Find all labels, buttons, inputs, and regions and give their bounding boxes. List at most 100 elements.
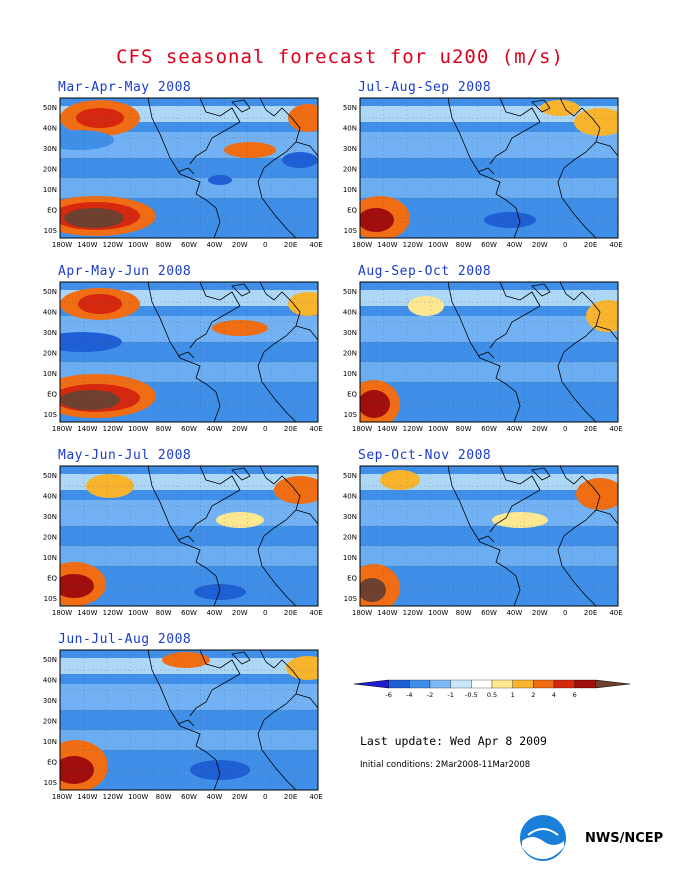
lon-label: 120W	[103, 241, 123, 249]
lat-label: 30N	[343, 145, 357, 153]
lon-label: 20W	[532, 609, 548, 617]
lon-label: 100W	[128, 425, 148, 433]
lat-label: 20N	[343, 166, 357, 174]
lon-label: 0	[563, 425, 567, 433]
lon-label: 100W	[428, 241, 448, 249]
lat-label: 40N	[43, 125, 57, 133]
lon-label: 80W	[456, 609, 472, 617]
lat-label: EQ	[47, 207, 57, 215]
lon-label: 180W	[52, 425, 72, 433]
lat-label: 10S	[344, 595, 358, 603]
lon-label: 40W	[506, 425, 522, 433]
lat-label: 30N	[43, 145, 57, 153]
lat-label: 40N	[343, 493, 357, 501]
forecast-map: 50N 40N 30N 20N 10N EQ 10S 180W 140W 120W 100W 80W 6…	[43, 281, 323, 433]
lat-label: 20N	[43, 350, 57, 358]
lat-label: 10N	[343, 370, 357, 378]
lat-label: 20N	[343, 534, 357, 542]
colorbar-label: -0.5	[465, 691, 478, 699]
lon-label: 40W	[206, 241, 222, 249]
lat-label: 20N	[43, 166, 57, 174]
lon-label: 60W	[481, 241, 497, 249]
lon-label: 180W	[52, 241, 72, 249]
forecast-panel: Aug-Sep-Oct 2008 50N 40N 30N 20N 10N EQ 10S 180…	[343, 264, 638, 434]
lon-label: 60W	[181, 793, 197, 801]
lat-label: 40N	[343, 125, 357, 133]
lon-label: 120W	[103, 609, 123, 617]
lon-label: 80W	[456, 241, 472, 249]
lon-label: 40E	[309, 425, 322, 433]
lon-label: 20E	[284, 425, 297, 433]
lon-label: 0	[263, 425, 267, 433]
lat-label: 50N	[343, 288, 357, 296]
colorbar-label: 6	[573, 691, 577, 699]
lon-label: 20W	[532, 241, 548, 249]
lon-label: 60W	[481, 425, 497, 433]
panel-title: May-Jun-Jul 2008	[58, 448, 192, 463]
lon-label: 20W	[232, 425, 248, 433]
lon-label: 80W	[156, 241, 172, 249]
page-title: CFS seasonal forecast for u200 (m/s)	[116, 46, 564, 68]
lon-label: 0	[263, 793, 267, 801]
colorbar-label: 2	[531, 691, 535, 699]
lat-label: 10N	[343, 554, 357, 562]
lat-label: EQ	[347, 575, 357, 583]
lon-label: 20W	[232, 241, 248, 249]
lat-label: 30N	[43, 697, 57, 705]
forecast-panel: Jun-Jul-Aug 2008 50N 40N 30N 20N 10N EQ 10S 180…	[43, 632, 338, 802]
credit-text: NWS/NCEP	[585, 831, 664, 846]
lat-label: 40N	[43, 309, 57, 317]
lon-label: 20E	[584, 609, 597, 617]
panel-title: Mar-Apr-May 2008	[58, 80, 192, 95]
lat-label: 40N	[43, 493, 57, 501]
lon-label: 140W	[77, 609, 97, 617]
lon-label: 180W	[52, 793, 72, 801]
lat-label: EQ	[47, 575, 57, 583]
lon-label: 60W	[481, 609, 497, 617]
lon-label: 40W	[206, 425, 222, 433]
forecast-map: 50N 40N 30N 20N 10N EQ 10S 180W 140W 120W 100W 80W 6…	[343, 97, 623, 249]
lat-label: 50N	[43, 288, 57, 296]
colorbar-swatch	[471, 679, 493, 689]
lat-label: 50N	[343, 104, 357, 112]
lon-label: 20E	[584, 241, 597, 249]
lon-label: 180W	[352, 425, 372, 433]
lon-label: 80W	[156, 425, 172, 433]
colorbar: -6 -4 -2 -1 -0.5 0.5 1 2 4 6	[353, 679, 631, 699]
lon-label: 100W	[428, 609, 448, 617]
forecast-map: 50N 40N 30N 20N 10N EQ 10S 180W 140W 120W 100W 80W 6…	[43, 465, 323, 617]
lon-label: 140W	[77, 241, 97, 249]
lat-label: 50N	[43, 104, 57, 112]
lon-label: 0	[563, 609, 567, 617]
panel-title: Sep-Oct-Nov 2008	[358, 448, 492, 463]
colorbar-swatch	[429, 679, 451, 689]
lat-label: EQ	[47, 759, 57, 767]
lon-label: 40E	[309, 609, 322, 617]
lat-label: 50N	[43, 656, 57, 664]
forecast-panel: Sep-Oct-Nov 2008 50N 40N 30N 20N 10N EQ 10S 180…	[343, 448, 638, 618]
lon-label: 20E	[284, 241, 297, 249]
lat-label: 20N	[343, 350, 357, 358]
noaa-logo-icon	[520, 815, 566, 861]
lon-label: 120W	[403, 241, 423, 249]
colorbar-swatch	[553, 679, 575, 689]
colorbar-swatch	[353, 679, 389, 689]
lon-label: 40E	[609, 609, 622, 617]
colorbar-swatch	[491, 679, 513, 689]
lon-label: 120W	[403, 609, 423, 617]
panel-title: Jun-Jul-Aug 2008	[58, 632, 192, 647]
lon-label: 140W	[77, 425, 97, 433]
lon-label: 0	[263, 241, 267, 249]
lat-label: 10N	[43, 186, 57, 194]
forecast-panel: Apr-May-Jun 2008 50N 40N 30N 20N 10N EQ 10S 180…	[43, 264, 338, 434]
lon-label: 100W	[128, 609, 148, 617]
lon-label: 40W	[206, 609, 222, 617]
lon-label: 120W	[103, 793, 123, 801]
lon-label: 40E	[609, 425, 622, 433]
lon-label: 140W	[77, 793, 97, 801]
lat-label: 50N	[43, 472, 57, 480]
lat-label: EQ	[47, 391, 57, 399]
lon-label: 120W	[103, 425, 123, 433]
colorbar-label: -1	[447, 691, 453, 699]
forecast-panel: Jul-Aug-Sep 2008 50N 40N 30N 20N 10N EQ 10S 180…	[343, 80, 638, 250]
